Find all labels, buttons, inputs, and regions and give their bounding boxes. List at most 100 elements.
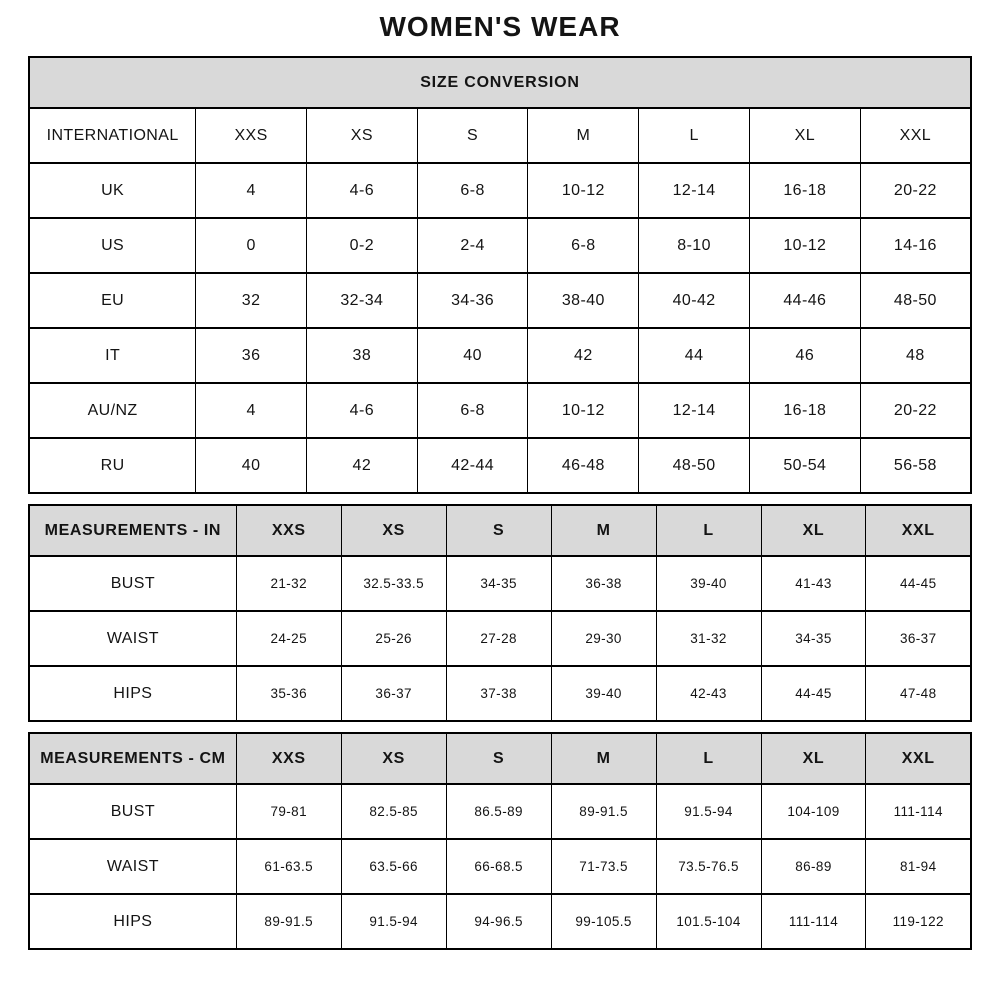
size-conversion-header: SIZE CONVERSION — [28, 56, 972, 109]
table-row: INTERNATIONAL XXS XS S M L XL XXL — [28, 107, 972, 164]
value-cell: 35-36 — [235, 665, 342, 722]
row-label: IT — [28, 327, 197, 384]
table-row: HIPS 35-36 36-37 37-38 39-40 42-43 44-45 47-48 — [28, 665, 972, 722]
row-label: RU — [28, 437, 197, 494]
value-cell: 71-73.5 — [550, 838, 657, 895]
value-cell: 46 — [748, 327, 861, 384]
value-cell: 61-63.5 — [235, 838, 342, 895]
value-cell: 12-14 — [638, 382, 750, 439]
table-row: EU 32 32-34 34-36 38-40 40-42 44-46 48-50 — [28, 272, 972, 329]
size-column-header-xs: XS — [340, 732, 447, 785]
page-title: WOMEN'S WEAR — [379, 11, 621, 42]
value-cell: 20-22 — [859, 382, 972, 439]
value-cell: 0-2 — [305, 217, 418, 274]
table-row: BUST 79-81 82.5-85 86.5-89 89-91.5 91.5-94 104… — [28, 783, 972, 840]
measurements-in-header-row: MEASUREMENTS - IN XXS XS S M L XL XXL — [28, 504, 972, 557]
table-row: RU 40 42 42-44 46-48 48-50 50-54 56-58 — [28, 437, 972, 494]
value-cell: XXS — [195, 107, 307, 164]
value-cell: 31-32 — [655, 610, 762, 667]
value-cell: 89-91.5 — [550, 783, 657, 840]
size-column-header-m: M — [550, 504, 657, 557]
value-cell: 91.5-94 — [655, 783, 762, 840]
size-column-header-xxl: XXL — [865, 732, 972, 785]
value-cell: 24-25 — [235, 610, 342, 667]
value-cell: 63.5-66 — [340, 838, 447, 895]
size-column-header-xs: XS — [340, 504, 447, 557]
value-cell: 4-6 — [305, 382, 418, 439]
value-cell: 21-32 — [235, 555, 342, 612]
row-label: BUST — [28, 555, 237, 612]
size-conversion-table: SIZE CONVERSION INTERNATIONAL XXS XS S M L XL X… — [28, 56, 972, 494]
value-cell: 104-109 — [760, 783, 867, 840]
value-cell: 66-68.5 — [445, 838, 552, 895]
table-row: IT 36 38 40 42 44 46 48 — [28, 327, 972, 384]
value-cell: 79-81 — [235, 783, 342, 840]
size-conversion-banner-row: SIZE CONVERSION — [28, 56, 972, 109]
value-cell: 44-45 — [760, 665, 867, 722]
value-cell: 99-105.5 — [550, 893, 657, 950]
value-cell: 44 — [638, 327, 750, 384]
size-column-header-xxl: XXL — [865, 504, 972, 557]
value-cell: 42 — [527, 327, 640, 384]
value-cell: 10-12 — [527, 162, 640, 219]
value-cell: XS — [305, 107, 418, 164]
size-column-header-s: S — [445, 504, 552, 557]
value-cell: 42 — [305, 437, 418, 494]
value-cell: 40 — [195, 437, 307, 494]
value-cell: 94-96.5 — [445, 893, 552, 950]
value-cell: 25-26 — [340, 610, 447, 667]
value-cell: 12-14 — [638, 162, 750, 219]
value-cell: 42-44 — [416, 437, 529, 494]
table-row: WAIST 61-63.5 63.5-66 66-68.5 71-73.5 73.5-76… — [28, 838, 972, 895]
size-column-header-xxs: XXS — [235, 732, 342, 785]
value-cell: 73.5-76.5 — [655, 838, 762, 895]
value-cell: 44-46 — [748, 272, 861, 329]
value-cell: 38 — [305, 327, 418, 384]
value-cell: 46-48 — [527, 437, 640, 494]
value-cell: 36-37 — [865, 610, 972, 667]
measurements-cm-title: MEASUREMENTS - CM — [28, 732, 237, 785]
value-cell: 36-37 — [340, 665, 447, 722]
value-cell: 10-12 — [748, 217, 861, 274]
measurements-cm-header-row: MEASUREMENTS - CM XXS XS S M L XL XXL — [28, 732, 972, 785]
value-cell: 6-8 — [416, 162, 529, 219]
measurements-cm-body: BUST 79-81 82.5-85 86.5-89 89-91.5 91.5-94 104… — [28, 783, 972, 950]
value-cell: 48-50 — [859, 272, 972, 329]
value-cell: 20-22 — [859, 162, 972, 219]
value-cell: 8-10 — [638, 217, 750, 274]
value-cell: 41-43 — [760, 555, 867, 612]
value-cell: 34-35 — [445, 555, 552, 612]
size-column-header-xl: XL — [760, 504, 867, 557]
value-cell: 6-8 — [527, 217, 640, 274]
row-label: EU — [28, 272, 197, 329]
row-label: INTERNATIONAL — [28, 107, 197, 164]
measurements-in-title: MEASUREMENTS - IN — [28, 504, 237, 557]
value-cell: 29-30 — [550, 610, 657, 667]
value-cell: 32 — [195, 272, 307, 329]
size-column-header-l: L — [655, 732, 762, 785]
value-cell: S — [416, 107, 529, 164]
value-cell: 34-36 — [416, 272, 529, 329]
value-cell: 39-40 — [655, 555, 762, 612]
value-cell: 36 — [195, 327, 307, 384]
value-cell: L — [638, 107, 750, 164]
table-row: HIPS 89-91.5 91.5-94 94-96.5 99-105.5 101.5-1… — [28, 893, 972, 950]
table-row: AU/NZ 4 4-6 6-8 10-12 12-14 16-18 20-22 — [28, 382, 972, 439]
value-cell: 91.5-94 — [340, 893, 447, 950]
table-row: US 0 0-2 2-4 6-8 8-10 10-12 14-16 — [28, 217, 972, 274]
value-cell: 39-40 — [550, 665, 657, 722]
row-label: HIPS — [28, 893, 237, 950]
value-cell: 44-45 — [865, 555, 972, 612]
value-cell: 10-12 — [527, 382, 640, 439]
row-label: AU/NZ — [28, 382, 197, 439]
value-cell: 111-114 — [760, 893, 867, 950]
value-cell: 86-89 — [760, 838, 867, 895]
value-cell: 16-18 — [748, 382, 861, 439]
measurements-cm-table: MEASUREMENTS - CM XXS XS S M L XL XXL BU… — [28, 732, 972, 950]
value-cell: 2-4 — [416, 217, 529, 274]
value-cell: 37-38 — [445, 665, 552, 722]
value-cell: 47-48 — [865, 665, 972, 722]
value-cell: XXL — [859, 107, 972, 164]
size-column-header-m: M — [550, 732, 657, 785]
